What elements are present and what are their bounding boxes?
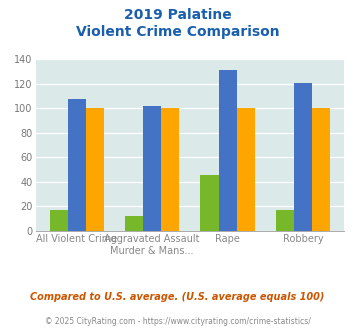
Bar xyxy=(161,109,179,231)
Bar xyxy=(201,175,219,231)
Bar xyxy=(143,106,161,231)
Text: Compared to U.S. average. (U.S. average equals 100): Compared to U.S. average. (U.S. average … xyxy=(30,292,325,302)
Text: 2019 Palatine: 2019 Palatine xyxy=(124,8,231,22)
Bar xyxy=(50,210,68,231)
Bar xyxy=(86,109,104,231)
Bar xyxy=(312,109,330,231)
Bar xyxy=(294,83,312,231)
Bar xyxy=(276,210,294,231)
Bar xyxy=(125,216,143,231)
Bar xyxy=(237,109,255,231)
Text: © 2025 CityRating.com - https://www.cityrating.com/crime-statistics/: © 2025 CityRating.com - https://www.city… xyxy=(45,317,310,326)
Text: Violent Crime Comparison: Violent Crime Comparison xyxy=(76,25,279,39)
Bar xyxy=(219,70,237,231)
Bar xyxy=(68,99,86,231)
